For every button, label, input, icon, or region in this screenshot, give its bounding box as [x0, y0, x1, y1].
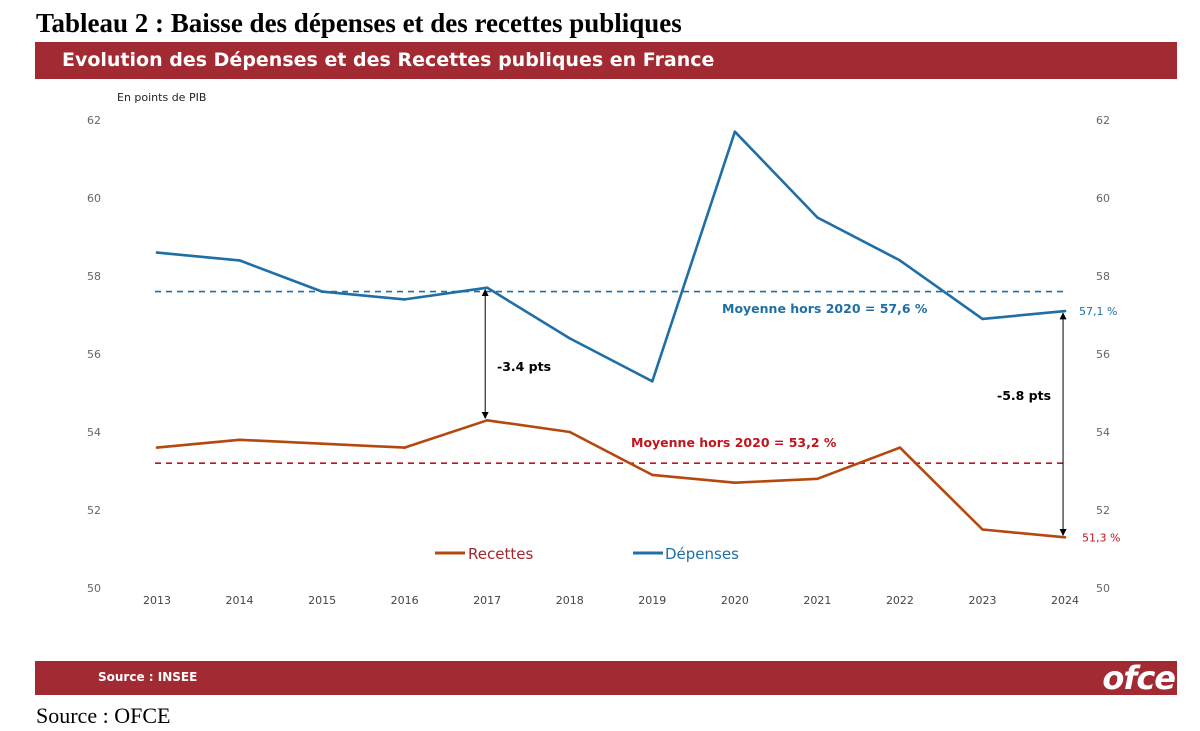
data-point-recettes — [320, 442, 324, 446]
y-tick-label-left: 62 — [87, 114, 101, 127]
y-tick-label-left: 54 — [87, 426, 101, 439]
gap-label-2024: -5.8 pts — [997, 388, 1051, 403]
x-tick-label: 2024 — [1051, 594, 1079, 607]
data-point-depenses — [403, 298, 406, 301]
unit-label: En points de PIB — [117, 91, 206, 104]
chart-banner: Evolution des Dépenses et des Recettes p… — [35, 42, 1177, 79]
data-point-recettes — [898, 446, 902, 449]
series-line-recettes — [156, 418, 1066, 539]
document-source: Source : OFCE — [36, 703, 171, 728]
x-tick-label: 2016 — [391, 594, 419, 607]
legend-label-depenses: Dépenses — [665, 545, 739, 563]
series-line-depenses — [156, 130, 1066, 383]
data-point-depenses — [816, 216, 819, 219]
chart-banner-title: Evolution des Dépenses et des Recettes p… — [62, 49, 715, 71]
x-tick-label: 2013 — [143, 594, 171, 607]
document-title: Tableau 2 : Baisse des dépenses et des r… — [36, 8, 682, 38]
y-tick-label-left: 60 — [87, 192, 101, 205]
x-tick-label: 2017 — [473, 594, 501, 607]
data-point-depenses — [568, 337, 572, 340]
x-tick-label: 2022 — [886, 594, 914, 607]
data-point-recettes — [403, 446, 406, 449]
data-point-depenses — [238, 259, 241, 262]
end-label-depenses: 57,1 % — [1079, 305, 1117, 318]
y-tick-label-left: 52 — [87, 504, 101, 517]
gap-label-2017: -3.4 pts — [497, 359, 551, 374]
data-point-recettes — [981, 528, 984, 531]
chart-source: Source : INSEE — [98, 670, 198, 684]
y-tick-label-right: 58 — [1096, 270, 1110, 283]
x-tick-label: 2020 — [721, 594, 749, 607]
data-point-depenses — [733, 130, 737, 133]
ofce-logo: ofce — [1102, 659, 1176, 697]
y-tick-label-right: 50 — [1096, 582, 1110, 595]
data-point-recettes — [155, 446, 159, 449]
data-point-recettes — [238, 438, 241, 442]
y-tick-label-left: 58 — [87, 270, 101, 283]
y-tick-label-right: 60 — [1096, 192, 1110, 205]
x-tick-label: 2021 — [803, 594, 831, 607]
y-tick-label-right: 56 — [1096, 348, 1110, 361]
data-point-depenses — [485, 286, 489, 290]
data-point-recettes — [1063, 536, 1067, 539]
data-point-depenses — [1063, 309, 1067, 313]
data-point-recettes — [651, 473, 654, 477]
data-point-depenses — [981, 317, 984, 321]
y-tick-label-right: 54 — [1096, 426, 1110, 439]
y-tick-label-right: 52 — [1096, 504, 1110, 517]
x-tick-label: 2018 — [556, 594, 584, 607]
data-point-depenses — [155, 251, 159, 254]
x-tick-label: 2014 — [226, 594, 254, 607]
data-point-recettes — [816, 477, 819, 481]
y-tick-label-left: 56 — [87, 348, 101, 361]
legend-label-recettes: Recettes — [468, 545, 533, 563]
y-tick-label-left: 50 — [87, 582, 101, 595]
data-point-recettes — [733, 481, 737, 485]
data-point-recettes — [568, 430, 572, 434]
data-point-recettes — [485, 419, 489, 422]
data-point-depenses — [320, 290, 324, 293]
average-label-recettes: Moyenne hors 2020 = 53,2 % — [631, 435, 837, 450]
data-point-depenses — [898, 259, 902, 262]
line-chart: En points de PIB 50 50 52 52 54 54 56 56 58 58 60 60… — [87, 91, 1120, 607]
y-tick-label-right: 62 — [1096, 114, 1110, 127]
end-label-recettes: 51,3 % — [1082, 531, 1120, 544]
x-tick-label: 2023 — [969, 594, 997, 607]
data-point-depenses — [651, 380, 654, 383]
x-tick-label: 2015 — [308, 594, 336, 607]
average-label-depenses: Moyenne hors 2020 = 57,6 % — [722, 301, 928, 316]
source-band: Source : INSEE ofce — [35, 659, 1177, 697]
x-tick-label: 2019 — [638, 594, 666, 607]
